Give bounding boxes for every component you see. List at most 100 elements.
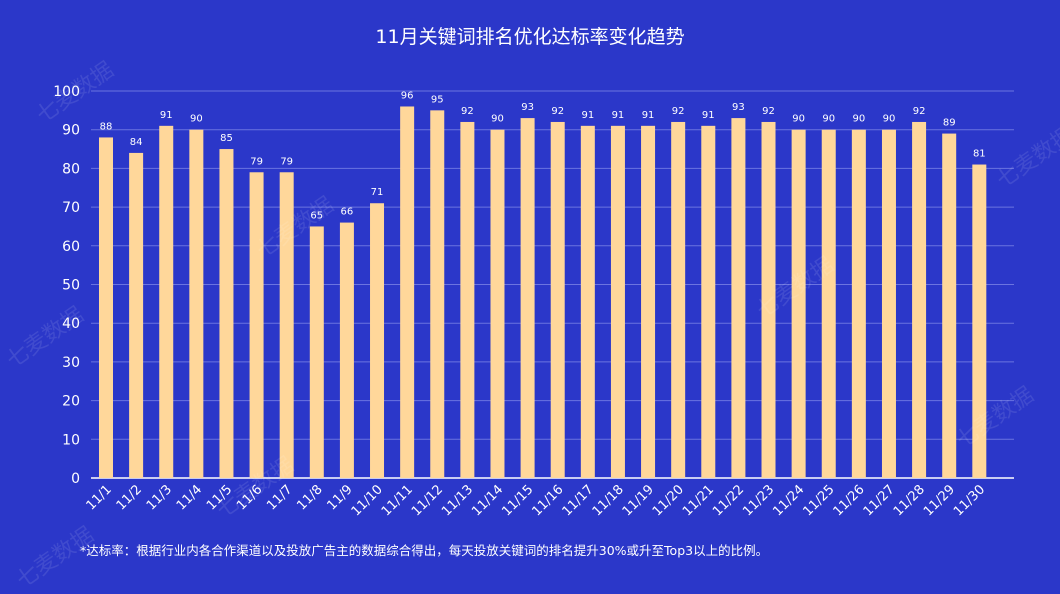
bar bbox=[821, 129, 836, 478]
bar bbox=[129, 152, 144, 479]
x-tick-label: 11/13 bbox=[439, 482, 476, 519]
bar bbox=[309, 226, 324, 478]
data-label: 95 bbox=[431, 94, 444, 105]
bar bbox=[701, 125, 716, 478]
data-label: 92 bbox=[672, 106, 685, 117]
x-tick-label: 11/5 bbox=[204, 482, 235, 513]
x-tick-label: 11/25 bbox=[800, 482, 837, 519]
y-tick-label: 100 bbox=[53, 84, 80, 100]
x-tick-label: 11/29 bbox=[921, 482, 958, 519]
bar-chart: 0 10 20 30 40 50 60 70 80 90 100 88 84 91 90 85 79 79 65 6… bbox=[53, 84, 1014, 519]
chart-title: 11月关键词排名优化达标率变化趋势 bbox=[375, 26, 685, 48]
y-tick-label: 10 bbox=[62, 432, 80, 448]
x-tick-label: 11/26 bbox=[831, 482, 868, 519]
data-label: 93 bbox=[732, 102, 745, 113]
x-tick-label: 11/30 bbox=[951, 482, 988, 519]
x-tick-label: 11/20 bbox=[650, 482, 687, 519]
bar bbox=[972, 164, 987, 478]
bar bbox=[189, 129, 204, 478]
data-label: 91 bbox=[612, 110, 625, 121]
data-label: 79 bbox=[250, 156, 263, 167]
data-label: 90 bbox=[491, 114, 504, 125]
y-tick-label: 90 bbox=[62, 123, 80, 139]
data-label: 66 bbox=[341, 207, 354, 218]
bar bbox=[249, 172, 264, 478]
bar bbox=[99, 137, 113, 478]
data-label: 65 bbox=[310, 210, 323, 221]
x-tick-label: 11/4 bbox=[174, 482, 205, 513]
data-label: 79 bbox=[280, 156, 293, 167]
data-label: 92 bbox=[461, 106, 474, 117]
x-tick-label: 11/27 bbox=[861, 482, 898, 519]
x-tick-label: 11/3 bbox=[144, 482, 175, 513]
bar bbox=[731, 118, 746, 478]
x-tick-label: 11/12 bbox=[409, 482, 446, 519]
x-axis-ticks: 11/111/211/311/411/511/611/711/811/911/1… bbox=[84, 482, 989, 519]
bar bbox=[641, 125, 656, 478]
x-tick-label: 11/6 bbox=[234, 482, 265, 513]
data-label: 93 bbox=[521, 102, 534, 113]
bar bbox=[912, 121, 927, 479]
bar bbox=[550, 121, 565, 479]
data-label: 84 bbox=[130, 137, 143, 148]
data-label: 89 bbox=[943, 118, 956, 129]
x-tick-label: 11/7 bbox=[264, 482, 295, 513]
y-axis-ticks: 0 10 20 30 40 50 60 70 80 90 100 bbox=[53, 84, 80, 487]
data-label: 90 bbox=[822, 114, 835, 125]
bar bbox=[279, 172, 294, 478]
bar bbox=[942, 133, 957, 478]
y-tick-label: 70 bbox=[62, 200, 80, 216]
data-label: 88 bbox=[100, 121, 113, 132]
bar bbox=[761, 121, 776, 479]
data-labels: 88 84 91 90 85 79 79 65 66 71 96 95 92 90 93 92 91 91 91 92… bbox=[100, 90, 986, 221]
bar bbox=[671, 121, 686, 479]
x-tick-label: 11/28 bbox=[891, 482, 928, 519]
data-label: 96 bbox=[401, 90, 414, 101]
x-tick-label: 11/1 bbox=[84, 482, 115, 513]
y-tick-label: 50 bbox=[62, 278, 80, 294]
bar bbox=[219, 149, 234, 479]
bar bbox=[430, 110, 445, 478]
bar bbox=[610, 125, 625, 478]
bar bbox=[159, 125, 174, 478]
data-label: 90 bbox=[852, 114, 865, 125]
y-tick-label: 60 bbox=[62, 239, 80, 255]
bar bbox=[851, 129, 866, 478]
data-label: 91 bbox=[160, 110, 173, 121]
x-tick-label: 11/19 bbox=[620, 482, 657, 519]
data-label: 91 bbox=[702, 110, 715, 121]
footnote: *达标率：根据行业内各合作渠道以及投放广告主的数据综合得出，每天投放关键词的排名… bbox=[80, 543, 769, 558]
data-label: 91 bbox=[642, 110, 655, 121]
x-tick-label: 11/14 bbox=[469, 482, 506, 519]
x-tick-label: 11/23 bbox=[740, 482, 777, 519]
bar bbox=[460, 121, 475, 479]
bar bbox=[490, 129, 505, 478]
data-label: 85 bbox=[220, 133, 233, 144]
x-tick-label: 11/8 bbox=[294, 482, 325, 513]
bar bbox=[370, 203, 385, 479]
x-tick-label: 11/10 bbox=[349, 482, 386, 519]
data-label: 92 bbox=[551, 106, 564, 117]
bar bbox=[520, 118, 535, 478]
x-tick-label: 11/16 bbox=[529, 482, 566, 519]
x-tick-label: 11/2 bbox=[114, 482, 145, 513]
data-label: 92 bbox=[913, 106, 926, 117]
data-label: 92 bbox=[762, 106, 775, 117]
y-tick-label: 30 bbox=[62, 355, 80, 371]
y-tick-label: 40 bbox=[62, 316, 80, 332]
x-tick-label: 11/24 bbox=[770, 482, 807, 519]
x-tick-label: 11/22 bbox=[710, 482, 747, 519]
data-label: 91 bbox=[581, 110, 594, 121]
bar bbox=[400, 106, 415, 478]
data-label: 90 bbox=[792, 114, 805, 125]
bar bbox=[881, 129, 896, 478]
x-tick-label: 11/15 bbox=[499, 482, 536, 519]
data-label: 81 bbox=[973, 149, 986, 160]
bar bbox=[791, 129, 806, 478]
x-tick-label: 11/18 bbox=[590, 482, 627, 519]
data-label: 71 bbox=[371, 187, 384, 198]
y-tick-label: 80 bbox=[62, 161, 80, 177]
x-tick-label: 11/17 bbox=[560, 482, 597, 519]
y-tick-label: 20 bbox=[62, 394, 80, 410]
bar bbox=[580, 125, 595, 478]
